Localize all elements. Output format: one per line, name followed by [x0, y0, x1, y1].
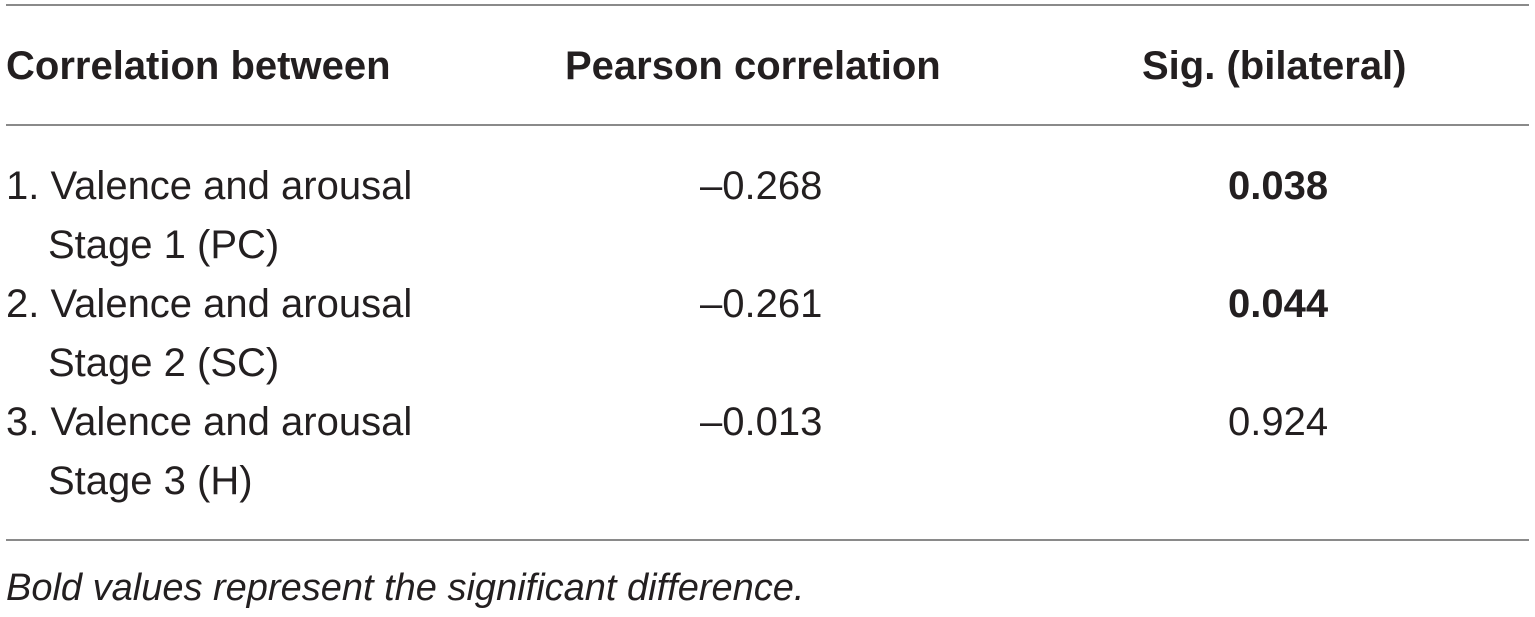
header-pearson-correlation: Pearson correlation	[565, 44, 941, 88]
pearson-value: –0.268	[700, 164, 823, 208]
sig-value: 0.044	[1228, 282, 1329, 326]
sig-value: 0.924	[1228, 400, 1329, 444]
table-top-rule	[6, 4, 1529, 6]
table-footnote: Bold values represent the significant di…	[6, 567, 805, 609]
row-label-stage: Stage 3 (H)	[48, 459, 253, 503]
sig-value: 0.038	[1228, 164, 1329, 208]
table-header-rule	[6, 124, 1529, 126]
row-label-stage: Stage 1 (PC)	[48, 223, 280, 267]
row-label: 2. Valence and arousal	[6, 282, 413, 326]
header-sig-bilateral: Sig. (bilateral)	[1142, 44, 1407, 88]
table-bottom-rule	[6, 539, 1529, 541]
row-label-stage: Stage 2 (SC)	[48, 341, 280, 385]
pearson-value: –0.261	[700, 282, 823, 326]
row-label: 3. Valence and arousal	[6, 400, 413, 444]
row-label: 1. Valence and arousal	[6, 164, 413, 208]
header-correlation-between: Correlation between	[6, 44, 391, 88]
pearson-value: –0.013	[700, 400, 823, 444]
